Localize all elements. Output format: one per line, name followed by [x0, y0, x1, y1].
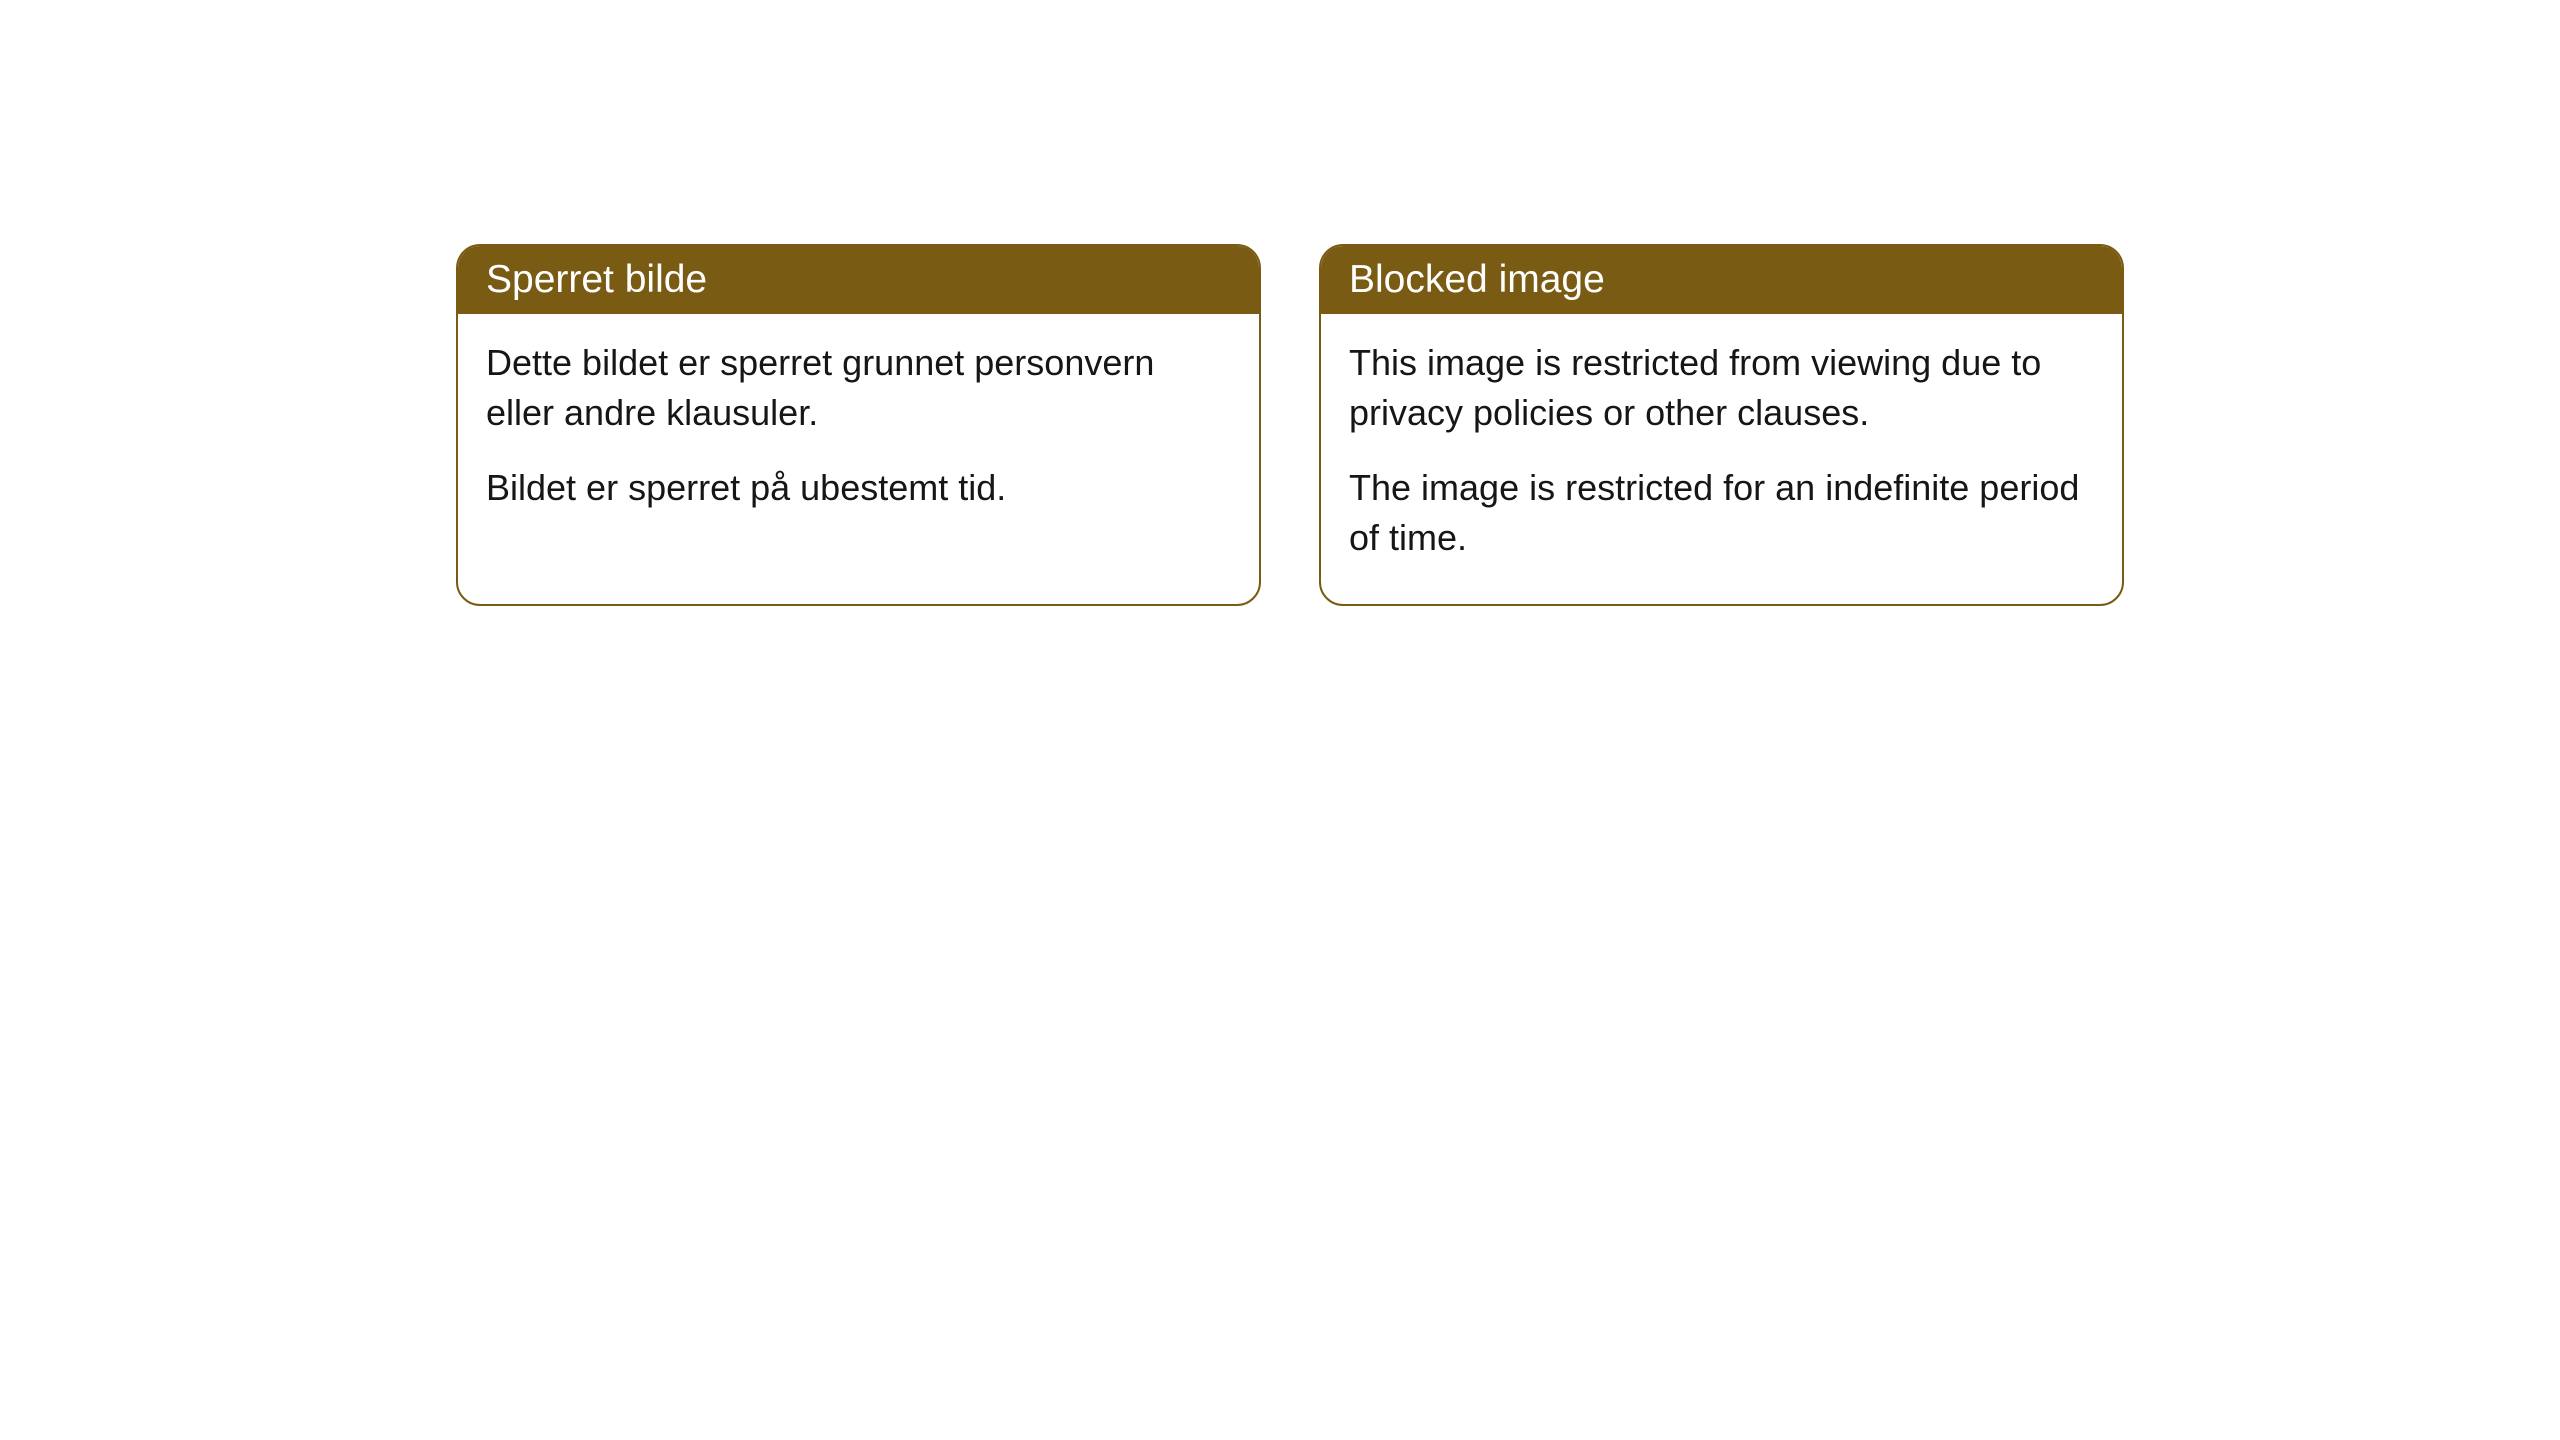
blocked-image-cards: Sperret bilde Dette bildet er sperret gr… [456, 244, 2124, 606]
blocked-image-card-norwegian: Sperret bilde Dette bildet er sperret gr… [456, 244, 1261, 606]
card-header: Blocked image [1321, 246, 2122, 314]
card-body: This image is restricted from viewing du… [1321, 314, 2122, 604]
card-title: Blocked image [1349, 258, 1605, 301]
blocked-image-card-english: Blocked image This image is restricted f… [1319, 244, 2124, 606]
card-header: Sperret bilde [458, 246, 1259, 314]
card-paragraph: The image is restricted for an indefinit… [1349, 463, 2094, 564]
card-title: Sperret bilde [486, 258, 707, 301]
card-paragraph: This image is restricted from viewing du… [1349, 338, 2094, 439]
card-paragraph: Bildet er sperret på ubestemt tid. [486, 463, 1231, 513]
card-paragraph: Dette bildet er sperret grunnet personve… [486, 338, 1231, 439]
card-body: Dette bildet er sperret grunnet personve… [458, 314, 1259, 553]
